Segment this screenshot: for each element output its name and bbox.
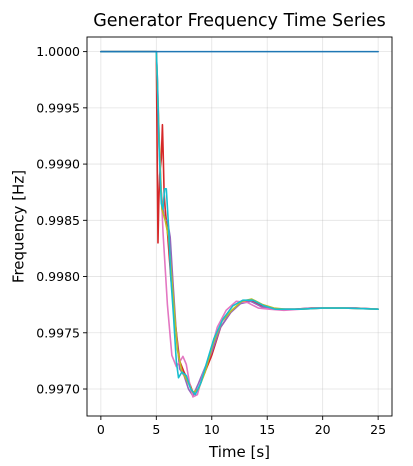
y-tick-label: 0.9970 [36, 382, 80, 397]
x-tick-label: 25 [370, 422, 386, 437]
plot-frame [86, 36, 393, 417]
axis-ticks: 0 5 10 15 20 25 0.9970 0.9975 0.9980 0.9985 0.9990… [36, 44, 386, 437]
x-tick-label: 15 [259, 422, 275, 437]
x-tick-label: 5 [152, 422, 160, 437]
y-tick-label: 0.9975 [36, 325, 80, 340]
y-axis-title: Frequency [Hz] [10, 170, 28, 283]
x-tick-label: 20 [315, 422, 331, 437]
grid [87, 37, 392, 416]
x-tick-label: 10 [204, 422, 220, 437]
y-tick-label: 1.0000 [36, 44, 80, 59]
y-tick-label: 0.9985 [36, 213, 80, 228]
x-axis-title: Time [s] [208, 443, 270, 461]
y-tick-label: 0.9990 [36, 157, 80, 172]
y-tick-label: 0.9980 [36, 269, 80, 284]
series-lines [100, 50, 379, 398]
x-tick-label: 0 [97, 422, 105, 437]
y-tick-label: 0.9995 [36, 100, 80, 115]
series-line [100, 50, 379, 396]
chart-title: Generator Frequency Time Series [93, 11, 386, 31]
